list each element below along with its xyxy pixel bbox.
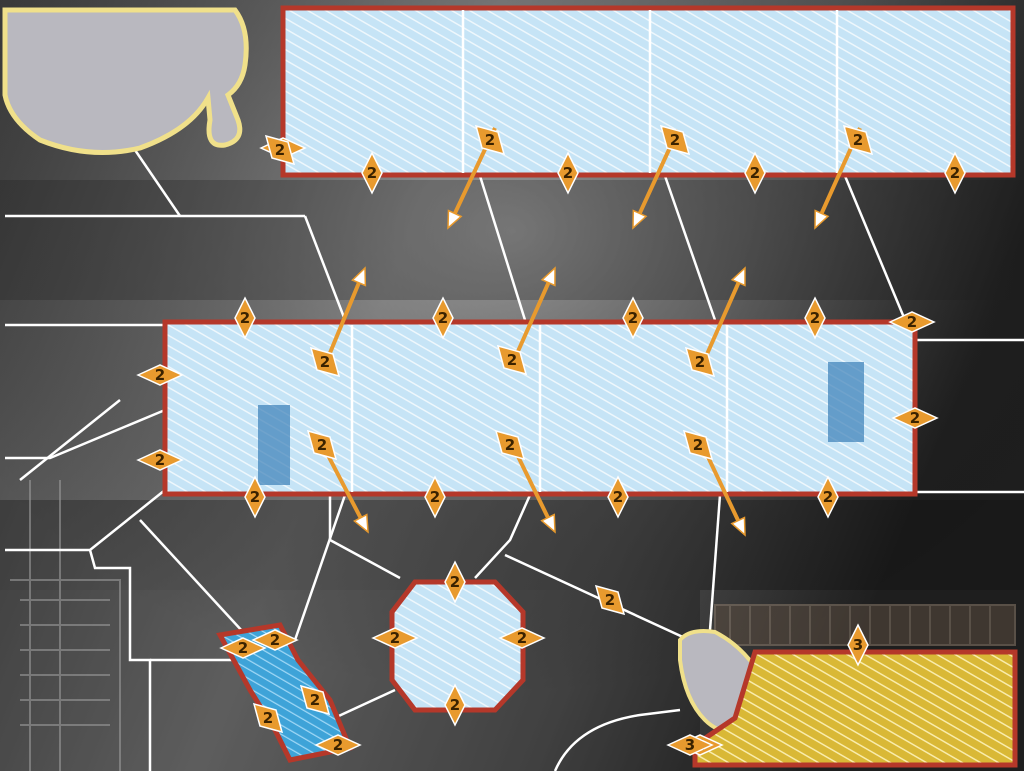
move-cost-marker[interactable]: 2	[684, 346, 716, 378]
pool-grate-left	[258, 405, 290, 485]
move-cost-marker[interactable]: 2	[299, 684, 331, 716]
marker-label: 2	[238, 639, 248, 657]
movement-arrow	[323, 266, 367, 366]
hazard-yard[interactable]	[692, 649, 1018, 768]
marker-label: 2	[438, 309, 448, 327]
marker-label: 2	[240, 309, 250, 327]
marker-label: 2	[155, 451, 165, 469]
marker-label: 2	[907, 313, 917, 331]
marker-label: 2	[270, 631, 280, 649]
move-cost-marker[interactable]: 2	[444, 560, 466, 604]
marker-label: 2	[450, 696, 460, 714]
marker-label: 2	[507, 351, 517, 369]
marker-label: 2	[695, 353, 705, 371]
pool-grate-right	[828, 362, 864, 442]
move-cost-marker[interactable]: 2	[944, 151, 966, 195]
move-cost-marker[interactable]: 2	[136, 364, 184, 386]
marker-label: 2	[390, 629, 400, 647]
move-cost-marker[interactable]: 2	[496, 344, 528, 376]
move-cost-marker[interactable]: 2	[219, 637, 267, 659]
marker-label: 2	[263, 709, 273, 727]
move-cost-marker[interactable]: 2	[251, 629, 299, 651]
move-cost-marker[interactable]: 2	[498, 627, 546, 649]
move-cost-marker[interactable]: 2	[682, 429, 714, 461]
marker-label: 2	[517, 629, 527, 647]
marker-layer: 2222222222222222222222222222222222222233	[136, 124, 966, 756]
marker-label: 2	[670, 131, 680, 149]
top-pool-seams	[461, 10, 839, 173]
marker-label: 2	[367, 164, 377, 182]
marker-label: 2	[275, 141, 285, 159]
move-cost-marker[interactable]: 2	[432, 296, 454, 340]
move-cost-marker[interactable]: 2	[744, 151, 766, 195]
marker-label: 2	[155, 366, 165, 384]
move-cost-marker[interactable]: 2	[659, 124, 691, 156]
move-cost-marker[interactable]: 2	[891, 407, 939, 429]
move-cost-marker[interactable]: 2	[264, 134, 296, 166]
top-pool[interactable]	[280, 5, 1016, 178]
move-cost-marker[interactable]: 2	[494, 429, 526, 461]
move-cost-marker[interactable]: 2	[306, 429, 338, 461]
move-cost-marker[interactable]: 2	[444, 683, 466, 727]
marker-label: 2	[950, 164, 960, 182]
marker-label: 3	[853, 636, 863, 654]
move-cost-marker[interactable]: 2	[361, 151, 383, 195]
move-cost-marker[interactable]: 2	[622, 296, 644, 340]
move-cost-marker[interactable]: 2	[804, 296, 826, 340]
marker-label: 2	[853, 131, 863, 149]
move-cost-marker[interactable]: 2	[888, 311, 936, 333]
move-cost-marker[interactable]: 3	[666, 734, 714, 756]
marker-label: 2	[485, 131, 495, 149]
marker-label: 2	[613, 488, 623, 506]
move-cost-marker[interactable]: 2	[234, 296, 256, 340]
zone-boundaries	[5, 149, 1024, 771]
marker-label: 2	[823, 488, 833, 506]
marker-label: 2	[810, 309, 820, 327]
marker-label: 2	[750, 164, 760, 182]
move-cost-marker[interactable]: 2	[309, 346, 341, 378]
move-cost-marker[interactable]: 2	[244, 475, 266, 519]
move-cost-marker[interactable]: 2	[252, 702, 284, 734]
move-cost-marker[interactable]: 2	[594, 584, 626, 616]
move-cost-marker[interactable]: 2	[474, 124, 506, 156]
movement-arrow	[513, 266, 556, 359]
stair-structure	[10, 480, 121, 771]
move-cost-marker[interactable]: 2	[136, 449, 184, 471]
marker-label: 2	[910, 409, 920, 427]
move-cost-marker[interactable]: 2	[314, 734, 362, 756]
marker-label: 2	[317, 436, 327, 454]
marker-label: 2	[430, 488, 440, 506]
marker-label: 3	[685, 736, 695, 754]
marker-label: 2	[250, 488, 260, 506]
move-cost-marker[interactable]: 2	[817, 475, 839, 519]
marker-label: 2	[605, 591, 615, 609]
marker-label: 2	[563, 164, 573, 182]
marker-label: 2	[320, 353, 330, 371]
marker-label: 2	[333, 736, 343, 754]
marker-label: 2	[310, 691, 320, 709]
marker-label: 2	[450, 573, 460, 591]
move-cost-marker[interactable]: 3	[847, 623, 869, 667]
middle-pool-seams	[350, 325, 729, 492]
marker-label: 2	[693, 436, 703, 454]
move-cost-marker[interactable]: 2	[557, 151, 579, 195]
marker-label: 2	[505, 436, 515, 454]
marker-label: 2	[628, 309, 638, 327]
move-cost-marker[interactable]: 2	[371, 627, 419, 649]
move-cost-marker[interactable]: 2	[842, 124, 874, 156]
boulder-top-left[interactable]	[2, 7, 249, 155]
move-cost-marker[interactable]: 2	[607, 475, 629, 519]
move-cost-marker[interactable]: 2	[424, 475, 446, 519]
